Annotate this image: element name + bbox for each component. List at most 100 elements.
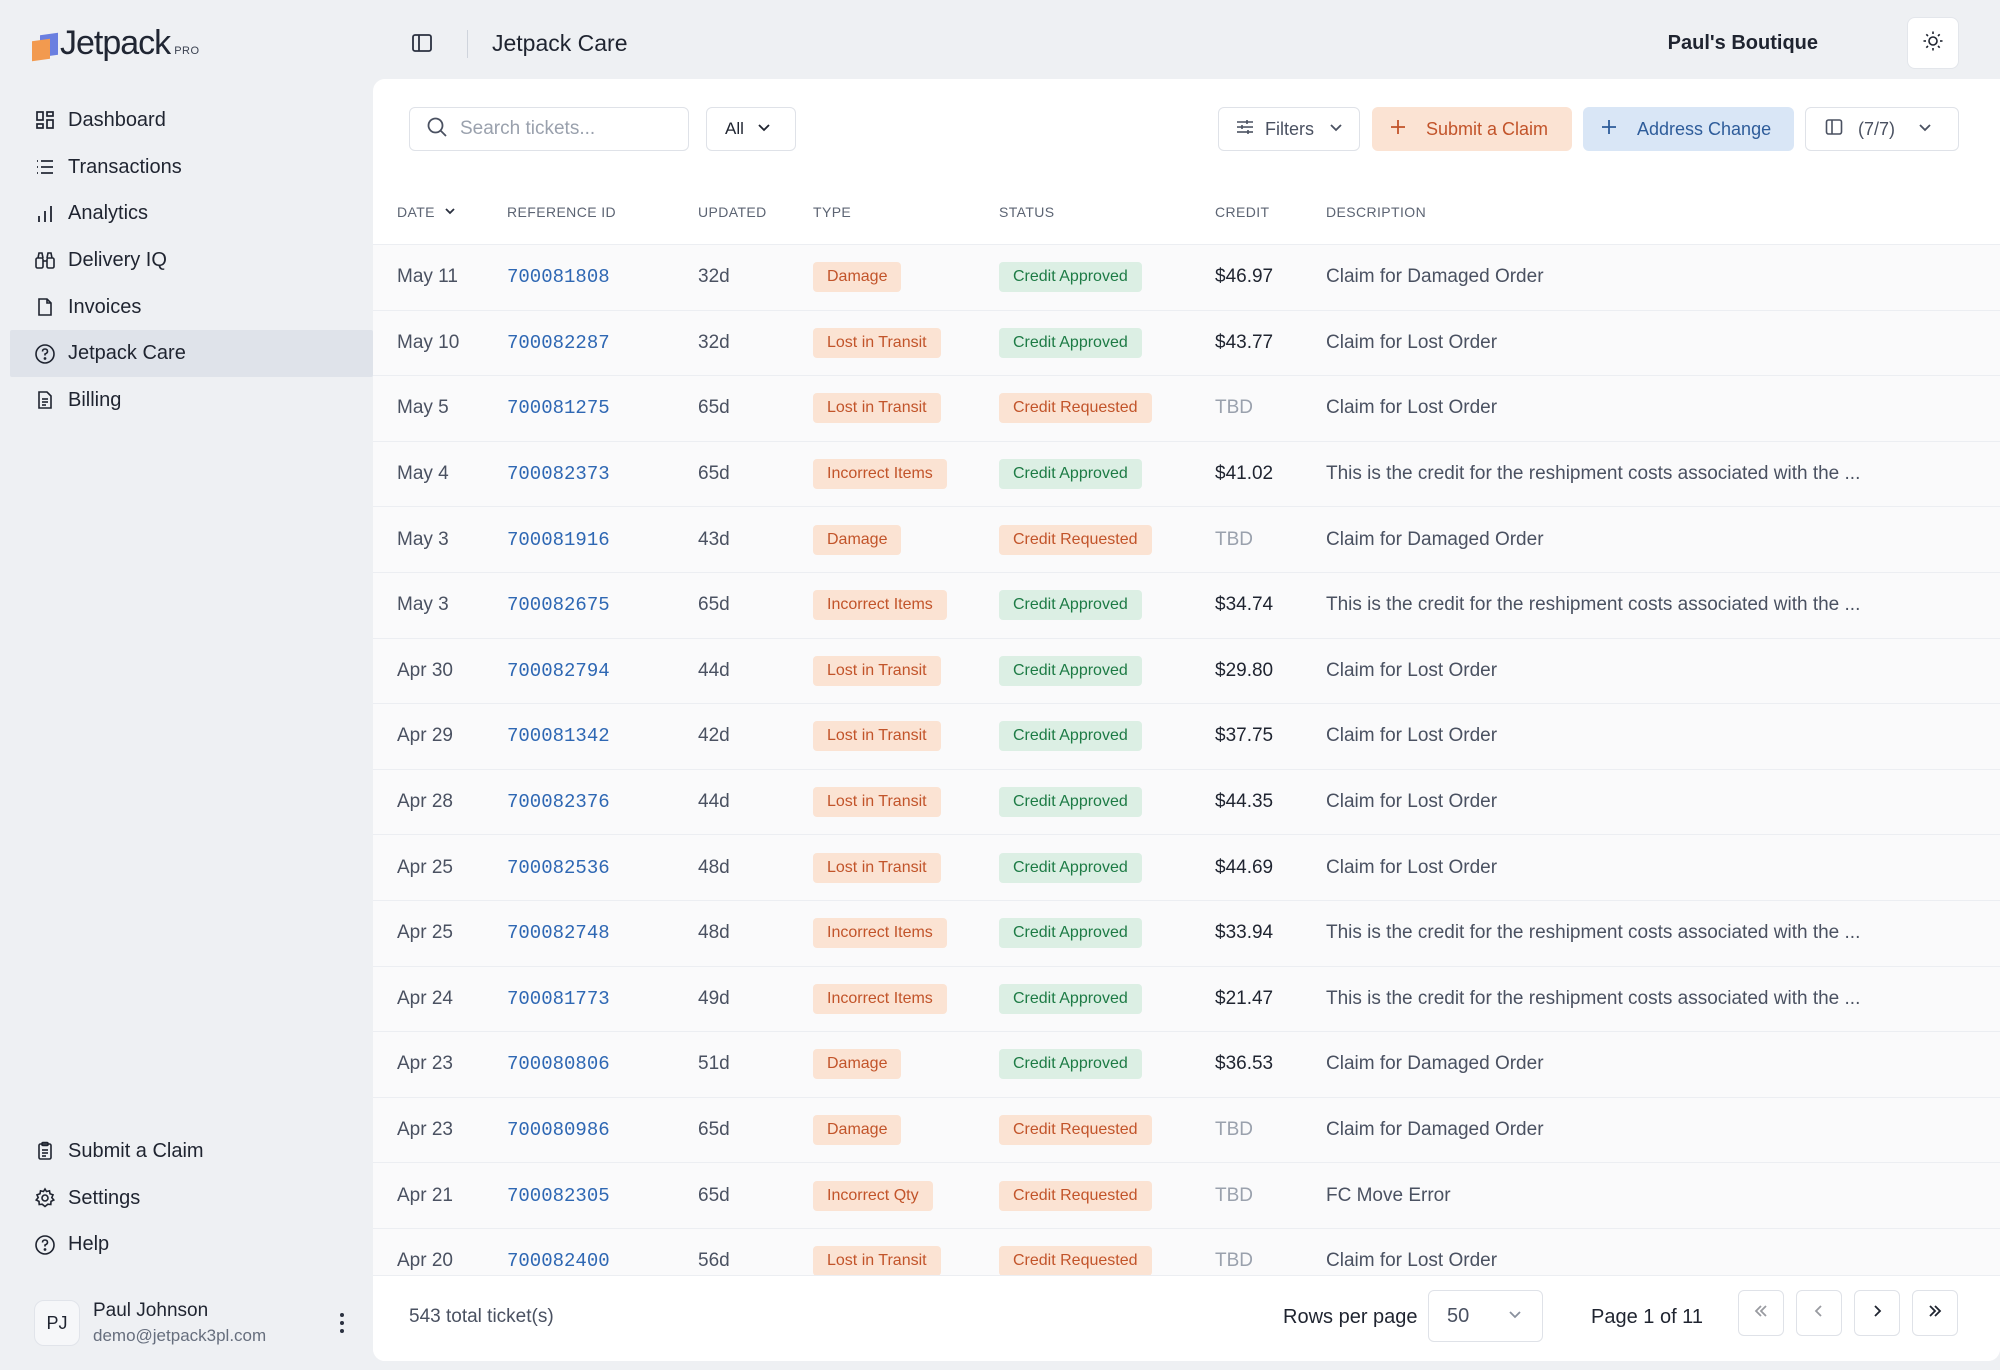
reference-id-link[interactable]: 700080806 [507, 1053, 610, 1076]
table-row[interactable]: Apr 21 700082305 65d Incorrect Qty Credit Re… [373, 1162, 2000, 1228]
cell-type: Damage [813, 1049, 902, 1080]
sidebar-item-billing[interactable]: Billing [10, 377, 373, 424]
sliders-icon [1235, 117, 1255, 142]
table-row[interactable]: Apr 24 700081773 49d Incorrect Items Credit … [373, 965, 2000, 1032]
sidebar-item-label: Settings [68, 1186, 141, 1209]
column-header-description[interactable]: DESCRIPTION [1326, 204, 1427, 220]
sidebar-item-dashboard[interactable]: Dashboard [10, 97, 373, 144]
binoculars-icon [34, 249, 56, 271]
address-change-button[interactable]: Address Change [1583, 107, 1794, 151]
cell-status: Credit Approved [999, 262, 1142, 293]
table-row[interactable]: Apr 28 700082376 44d Lost in Transit Credit … [373, 768, 2000, 835]
cell-reference-id: 700082376 [507, 791, 610, 813]
avatar[interactable]: PJ [34, 1300, 80, 1346]
search-input[interactable] [460, 118, 660, 140]
type-badge: Lost in Transit [813, 655, 941, 686]
theme-toggle-button[interactable] [1907, 17, 1959, 69]
status-badge: Credit Requested [999, 1246, 1152, 1277]
cell-date: Apr 25 [397, 856, 453, 878]
sidebar-item-jetpack-care[interactable]: Jetpack Care [10, 330, 373, 378]
sidebar-item-settings[interactable]: Settings [10, 1175, 373, 1222]
cell-credit: $34.74 [1215, 594, 1273, 616]
reference-id-link[interactable]: 700081773 [507, 987, 610, 1010]
sidebar-item-transactions[interactable]: Transactions [10, 144, 373, 191]
table-row[interactable]: Apr 23 700080986 65d Damage Credit Requested… [373, 1096, 2000, 1163]
column-header-type[interactable]: TYPE [813, 204, 852, 220]
sidebar-nav: Dashboard Transactions Analytics Deliver… [10, 97, 373, 424]
cell-reference-id: 700082748 [507, 922, 610, 944]
filters-button[interactable]: Filters [1218, 107, 1360, 151]
reference-id-link[interactable]: 700082287 [507, 331, 610, 354]
reference-id-link[interactable]: 700082305 [507, 1184, 610, 1207]
cell-status: Credit Approved [999, 918, 1142, 949]
ticket-filter-select[interactable]: All [706, 107, 796, 151]
sidebar-item-invoices[interactable]: Invoices [10, 284, 373, 331]
columns-button[interactable]: (7/7) [1805, 107, 1959, 151]
table-row[interactable]: May 11 700081808 32d Damage Credit Approved $… [373, 244, 2000, 310]
list-icon [34, 156, 56, 178]
reference-id-link[interactable]: 700082748 [507, 922, 610, 945]
cell-updated: 65d [698, 1184, 730, 1206]
reference-id-link[interactable]: 700082376 [507, 791, 610, 814]
last-page-button[interactable] [1912, 1290, 1958, 1336]
table-row[interactable]: May 4 700082373 65d Incorrect Items Credit A… [373, 440, 2000, 507]
sidebar-item-delivery-iq[interactable]: Delivery IQ [10, 237, 373, 284]
column-header-status[interactable]: STATUS [999, 204, 1055, 220]
table-body: May 11 700081808 32d Damage Credit Approved $… [373, 244, 2000, 1294]
reference-id-link[interactable]: 700081342 [507, 725, 610, 748]
table-row[interactable]: May 3 700082675 65d Incorrect Items Credit A… [373, 571, 2000, 638]
brand-name: Jetpack [60, 24, 171, 62]
reference-id-link[interactable]: 700081808 [507, 266, 610, 289]
reference-id-link[interactable]: 700082536 [507, 856, 610, 879]
table-row[interactable]: Apr 23 700080806 51d Damage Credit Approved $… [373, 1031, 2000, 1097]
account-name[interactable]: Paul's Boutique [1667, 32, 1818, 54]
cell-updated: 42d [698, 725, 730, 747]
cell-type: Damage [813, 524, 902, 555]
column-header-reference-id[interactable]: REFERENCE ID [507, 204, 617, 220]
chevron-down-icon [756, 119, 772, 140]
table-row[interactable]: Apr 25 700082748 48d Incorrect Items Credit … [373, 899, 2000, 966]
cell-description: FC Move Error [1326, 1184, 1451, 1206]
reference-id-link[interactable]: 700082675 [507, 594, 610, 617]
more-options-icon[interactable] [332, 1308, 352, 1338]
reference-id-link[interactable]: 700082373 [507, 463, 610, 486]
sidebar-item-label: Submit a Claim [68, 1139, 204, 1162]
cell-credit: TBD [1215, 1185, 1253, 1207]
next-page-button[interactable] [1854, 1290, 1900, 1336]
chevron-down-icon [1507, 1305, 1523, 1328]
column-header-updated[interactable]: UPDATED [698, 204, 767, 220]
column-header-date[interactable]: DATE [397, 204, 457, 221]
table-row[interactable]: May 5 700081275 65d Lost in Transit Credit R… [373, 375, 2000, 441]
credit-value: TBD [1215, 1184, 1253, 1206]
first-page-button[interactable] [1738, 1290, 1784, 1336]
sidebar-item-help[interactable]: Help [10, 1221, 373, 1268]
reference-id-link[interactable]: 700080986 [507, 1119, 610, 1142]
user-profile: PJ Paul Johnson demo@jetpack3pl.com [34, 1300, 354, 1346]
sidebar-item-submit-claim[interactable]: Submit a Claim [10, 1128, 373, 1175]
reference-id-link[interactable]: 700081916 [507, 528, 610, 551]
submit-claim-button[interactable]: Submit a Claim [1372, 107, 1572, 151]
cell-date: Apr 24 [397, 987, 453, 1009]
table-row[interactable]: Apr 29 700081342 42d Lost in Transit Credit … [373, 703, 2000, 769]
table-row[interactable]: Apr 25 700082536 48d Lost in Transit Credit … [373, 834, 2000, 900]
table-row[interactable]: May 3 700081916 43d Damage Credit Requested T… [373, 506, 2000, 572]
sidebar-item-label: Billing [68, 388, 122, 411]
sidebar-item-label: Transactions [68, 155, 182, 178]
previous-page-button[interactable] [1796, 1290, 1842, 1336]
sidebar-toggle-icon[interactable] [410, 31, 436, 57]
sun-icon [1922, 30, 1944, 57]
table-row[interactable]: May 10 700082287 32d Lost in Transit Credit … [373, 309, 2000, 376]
sidebar-item-analytics[interactable]: Analytics [10, 190, 373, 237]
reference-id-link[interactable]: 700082400 [507, 1250, 610, 1273]
status-badge: Credit Requested [999, 1115, 1152, 1146]
reference-id-link[interactable]: 700082794 [507, 659, 610, 682]
help-circle-icon [34, 1234, 56, 1256]
receipt-icon [34, 389, 56, 411]
search-box[interactable] [409, 107, 689, 151]
cell-date: Apr 23 [397, 1119, 453, 1141]
rows-per-page-select[interactable]: 50 [1428, 1290, 1543, 1342]
reference-id-link[interactable]: 700081275 [507, 397, 610, 420]
brand-logo[interactable]: Jetpack PRO [32, 24, 200, 62]
table-row[interactable]: Apr 30 700082794 44d Lost in Transit Credit … [373, 637, 2000, 704]
column-header-credit[interactable]: CREDIT [1215, 204, 1270, 220]
